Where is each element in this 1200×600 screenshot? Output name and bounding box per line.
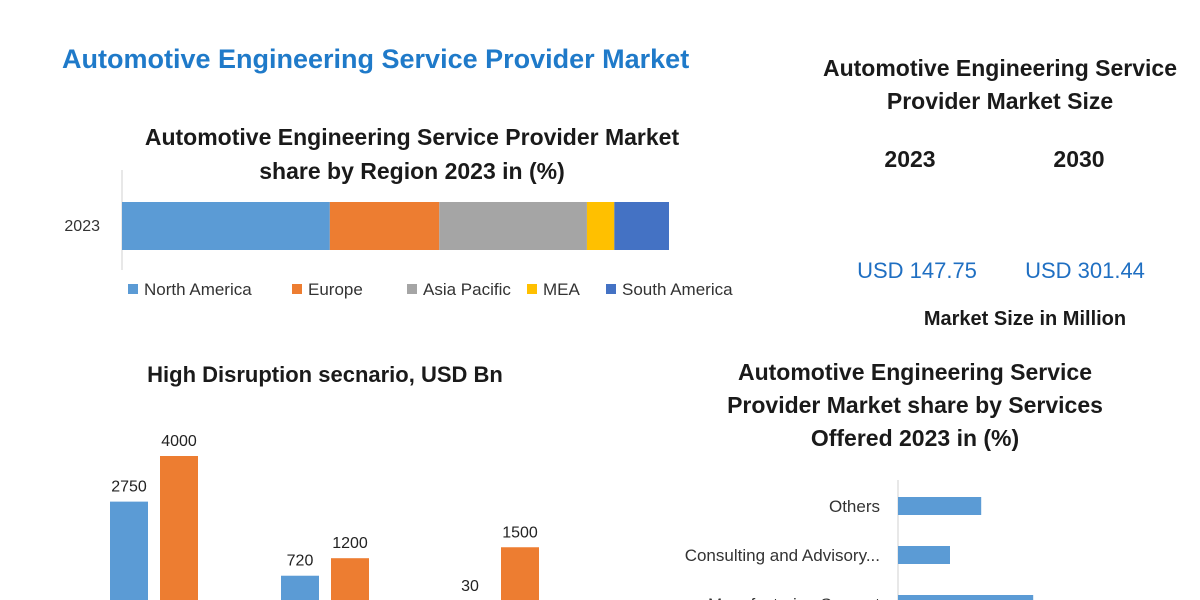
legend-swatch bbox=[527, 284, 537, 294]
market-size-2030-value: USD 301.44 bbox=[1025, 258, 1145, 283]
region-category-label: 2023 bbox=[64, 218, 100, 235]
disruption-data-label: 4000 bbox=[161, 433, 197, 450]
disruption-data-label: 1200 bbox=[332, 535, 368, 552]
services-category-label: Manufacturing Support bbox=[708, 595, 880, 600]
year-2023-label: 2023 bbox=[884, 146, 936, 172]
legend-swatch bbox=[606, 284, 616, 294]
legend-label: Asia Pacific bbox=[423, 280, 511, 299]
market-size-unit: Market Size in Million bbox=[923, 308, 1127, 330]
region-chart-title: Automotive Engineering Service Provider … bbox=[144, 124, 680, 184]
region-segment-north-america bbox=[122, 202, 330, 250]
legend-swatch bbox=[128, 284, 138, 294]
disruption-data-label: 1500 bbox=[502, 524, 538, 541]
services-bar bbox=[898, 595, 1034, 600]
disruption-bar bbox=[160, 456, 198, 600]
disruption-bar bbox=[331, 558, 369, 600]
legend-swatch bbox=[292, 284, 302, 294]
page-title: Automotive Engineering Service Provider … bbox=[62, 44, 690, 74]
disruption-data-label: 30 bbox=[461, 578, 479, 595]
disruption-data-label: 2750 bbox=[111, 479, 147, 496]
market-size-2023-value: USD 147.75 bbox=[857, 258, 977, 283]
year-2030-label: 2030 bbox=[1053, 146, 1105, 172]
region-segment-mea bbox=[586, 202, 615, 250]
services-chart-title: Automotive Engineering Service Provider … bbox=[727, 359, 1103, 451]
disruption-chart: 2750 4000 720 1200 30 1500 bbox=[110, 433, 539, 600]
legend-swatch bbox=[407, 284, 417, 294]
disruption-bar bbox=[110, 501, 148, 600]
region-segment-south-america bbox=[614, 202, 669, 250]
legend-label: MEA bbox=[543, 280, 581, 299]
services-category-label: Consulting and Advisory... bbox=[685, 546, 880, 565]
services-category-label: Others bbox=[829, 497, 880, 516]
region-segment-asia-pacific bbox=[439, 202, 587, 250]
region-chart: 2023 North America Europe Asia Pacific MEA S… bbox=[64, 170, 733, 299]
disruption-data-label: 720 bbox=[287, 553, 314, 570]
disruption-bar bbox=[501, 547, 539, 600]
legend-label: North America bbox=[144, 280, 252, 299]
legend-label: Europe bbox=[308, 280, 363, 299]
disruption-chart-title: High Disruption secnario, USD Bn bbox=[147, 362, 503, 387]
services-bar bbox=[898, 497, 982, 515]
disruption-bar bbox=[281, 575, 319, 600]
market-size-title: Automotive Engineering Service Provider … bbox=[822, 55, 1178, 114]
region-segment-europe bbox=[329, 202, 440, 250]
services-chart: Others Consulting and Advisory... Manufact… bbox=[685, 480, 1034, 600]
services-bar bbox=[898, 546, 950, 564]
legend-label: South America bbox=[622, 280, 733, 299]
